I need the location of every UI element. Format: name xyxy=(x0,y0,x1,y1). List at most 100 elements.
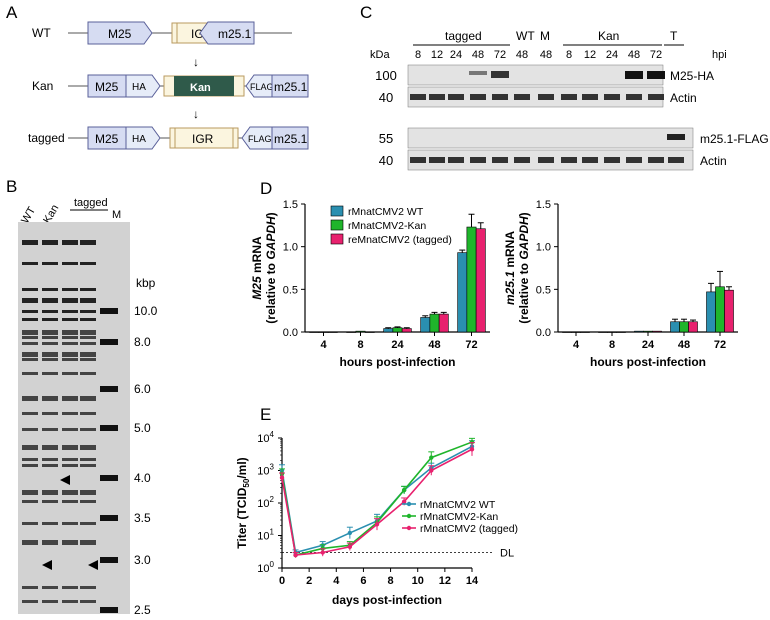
gel-band xyxy=(80,288,96,291)
panel-c-western: C tagged WT M Kan T kDa 8 12 24 48 72 48 48 8 12… xyxy=(360,3,769,171)
y-tick-label: 101 xyxy=(257,528,274,543)
gel-band xyxy=(62,540,78,545)
group-m: M xyxy=(540,29,550,43)
legend-marker xyxy=(406,525,412,531)
x-tick-label: 72 xyxy=(714,339,726,351)
arrow-down-2: ↓ xyxy=(193,107,199,121)
blot-mw: 100 xyxy=(375,68,397,83)
legend-label: rMnatCMV2 (tagged) xyxy=(420,523,518,535)
gel-band xyxy=(62,500,78,503)
bar xyxy=(346,331,357,333)
blot-membrane xyxy=(407,86,664,108)
bar xyxy=(364,331,375,333)
m25-1-label-kan: m25.1 xyxy=(274,80,308,94)
gel-band xyxy=(62,458,78,461)
gel-bands xyxy=(22,240,118,613)
kda-label: kDa xyxy=(370,49,390,61)
bar xyxy=(688,321,698,333)
m25-1-label-tagged: m25.1 xyxy=(274,132,308,146)
actin-band xyxy=(561,157,577,163)
m25-1-label-wt: m25.1 xyxy=(218,27,252,41)
data-point xyxy=(429,468,434,473)
gel-band xyxy=(22,396,38,401)
gel-band xyxy=(42,428,58,431)
series-line xyxy=(281,445,473,554)
panel-b-letter: B xyxy=(6,177,17,196)
timepoint-label: 72 xyxy=(494,49,506,61)
ha-tag-kan xyxy=(125,74,161,98)
actin-band xyxy=(668,157,684,163)
blot-label: M25-HA xyxy=(670,69,714,83)
m25-1-gene-wt xyxy=(199,21,255,45)
x-tick-label: 10 xyxy=(412,575,424,587)
gel-band xyxy=(80,396,96,401)
m25-1-gene-tagged xyxy=(271,126,309,150)
legend-label: reMnatCMV2 (tagged) xyxy=(348,234,452,246)
protein-band xyxy=(469,71,487,75)
gel-band xyxy=(22,262,38,265)
gel-band xyxy=(42,586,58,589)
bar xyxy=(706,291,716,333)
gel-unit-label: kbp xyxy=(136,276,156,290)
gel-band xyxy=(42,352,58,357)
gel-band xyxy=(42,298,58,303)
y-tick-label: 0.5 xyxy=(283,284,298,296)
blot-mw: 40 xyxy=(379,153,393,168)
marker-label: 6.0 xyxy=(134,382,151,396)
legend-label: rMnatCMV2-Kan xyxy=(348,220,426,232)
gel-band xyxy=(42,412,58,415)
timepoint-label: 8 xyxy=(566,49,572,61)
gel-band xyxy=(80,490,96,495)
gel-band xyxy=(80,262,96,265)
construct-wt: WT M25 IGR m25.1 ↓ xyxy=(32,21,292,69)
x-tick-label: 4 xyxy=(333,575,340,587)
y-axis-label: Titer (TCID50/ml) xyxy=(235,457,251,548)
flag-label-tagged: FLAG xyxy=(248,134,272,144)
arrowhead-icon-kan xyxy=(60,475,70,485)
construct-kan-label: Kan xyxy=(32,79,53,93)
igr-label-tagged: IGR xyxy=(192,132,214,146)
x-tick-label: 72 xyxy=(465,339,477,351)
ha-tag-tagged xyxy=(125,126,161,150)
bar xyxy=(457,252,468,333)
timepoint-label: 24 xyxy=(606,49,618,61)
gel-band xyxy=(62,600,78,603)
gel-band xyxy=(80,540,96,545)
x-tick-label: 6 xyxy=(360,575,366,587)
marker-band xyxy=(100,557,118,563)
bar xyxy=(429,313,440,333)
gel-band xyxy=(42,464,58,467)
gel-band xyxy=(62,318,78,321)
gel-band xyxy=(42,445,58,450)
y-tick-label: 1.0 xyxy=(536,242,551,254)
actin-band xyxy=(429,157,445,163)
arrow-down-1: ↓ xyxy=(193,55,199,69)
gel-band xyxy=(42,372,58,375)
gel-band xyxy=(22,600,38,603)
x-tick-label: 4 xyxy=(573,339,580,351)
bar xyxy=(475,228,486,333)
actin-band xyxy=(470,94,486,100)
gel-band xyxy=(22,372,38,375)
gel-band xyxy=(62,342,78,345)
gel-band xyxy=(42,500,58,503)
data-point xyxy=(279,475,285,480)
panel-a: A WT M25 IGR m25.1 ↓ Kan M25 HA Kan xyxy=(6,3,309,150)
panel-a-letter: A xyxy=(6,3,18,22)
x-tick-label: 8 xyxy=(609,339,615,351)
marker-label: 3.0 xyxy=(134,553,151,567)
m25-label-tagged: M25 xyxy=(95,132,119,146)
gel-band xyxy=(62,330,78,335)
actin-band xyxy=(604,157,620,163)
gel-band xyxy=(80,342,96,345)
marker-band xyxy=(100,475,118,481)
marker-label: 3.5 xyxy=(134,511,151,525)
marker-band xyxy=(100,386,118,392)
igr-region-tagged xyxy=(169,127,239,149)
gel-band xyxy=(80,330,96,335)
marker-label: 8.0 xyxy=(134,335,151,349)
bar xyxy=(420,317,431,333)
chart-titer: 100 101 102 103 104 0 2 4 6 8 10 12 14 DL rMnatCMV2 WT… xyxy=(235,430,518,607)
gel-band xyxy=(22,310,38,313)
marker-label: 5.0 xyxy=(134,421,151,435)
